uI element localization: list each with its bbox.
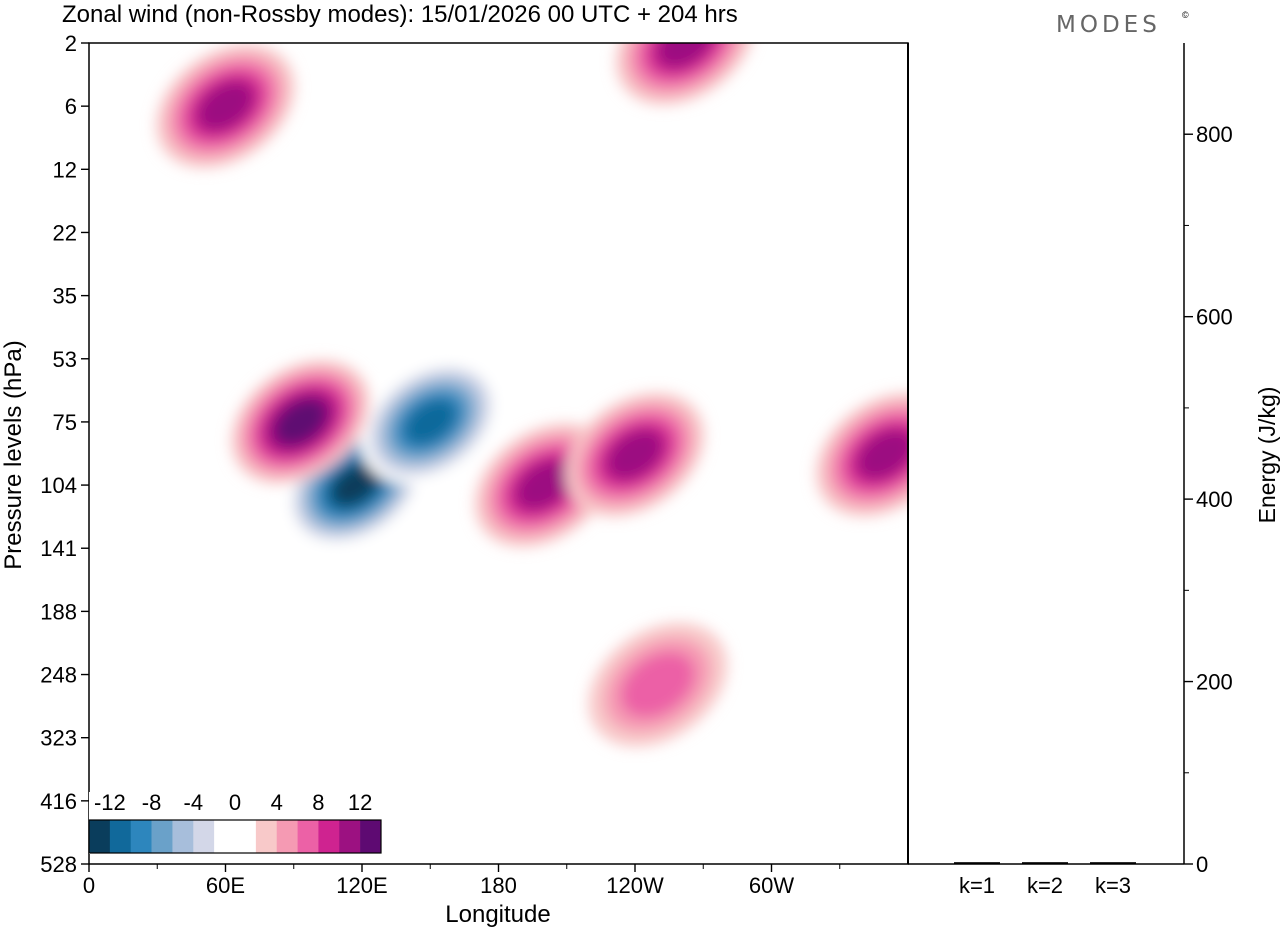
colorbar-swatch xyxy=(89,820,111,853)
y-tick-label: 22 xyxy=(53,220,77,245)
y-tick-label: 528 xyxy=(40,852,77,877)
contour-7-level-5 xyxy=(857,430,908,480)
colorbar-tick-label: -8 xyxy=(142,790,162,815)
y-tick-label: 416 xyxy=(40,789,77,814)
x-tick-label: 120W xyxy=(606,873,664,898)
colorbar-swatch xyxy=(109,820,132,853)
colorbar-frame xyxy=(88,819,382,854)
y-tick-label: 75 xyxy=(53,410,77,435)
y-tick-label: 104 xyxy=(40,473,77,498)
brand-logo: MODES xyxy=(1056,12,1161,38)
y-tick-label: 188 xyxy=(40,599,77,624)
y-tick-label: 12 xyxy=(53,157,77,182)
energy-axis: 0 200 400 600 800 xyxy=(1184,122,1233,877)
x-tick-label: 0 xyxy=(83,873,95,898)
colorbar-tick-label: 0 xyxy=(229,790,241,815)
longitude-axis: 0 60E 120E 180 120W 60W xyxy=(83,864,841,898)
colorbar-swatch xyxy=(318,820,340,853)
colorbar-tick-label: 8 xyxy=(312,790,324,815)
y-tick-label: 53 xyxy=(53,347,77,372)
y-tick-label: 2 xyxy=(65,31,77,56)
y-axis-label: Pressure levels (hPa) xyxy=(0,340,27,569)
colorbar-tick-label: -12 xyxy=(94,790,126,815)
energy-category-label: k=3 xyxy=(1095,873,1131,898)
energy-bar-k=3 xyxy=(1090,862,1136,864)
colorbar-legend: -12 -8 -4 0 4 8 12 xyxy=(88,790,383,854)
colorbar-swatch xyxy=(297,820,319,853)
energy-tick-label: 400 xyxy=(1196,487,1233,512)
contour-4-level-5 xyxy=(607,430,663,480)
energy-bar-k=2 xyxy=(1022,862,1068,864)
colorbar-swatch xyxy=(360,820,382,853)
colorbar-swatch xyxy=(339,820,361,853)
y-tick-label: 6 xyxy=(65,94,77,119)
colorbar-tick-label: -4 xyxy=(184,790,204,815)
colorbar-swatch xyxy=(172,820,194,853)
x-tick-label: 120E xyxy=(336,873,387,898)
energy-axis-label: Energy (J/kg) xyxy=(1254,387,1280,524)
colorbar-swatch xyxy=(235,820,257,853)
colorbar-swatch xyxy=(276,820,298,853)
pressure-axis: 2 6 12 22 35 53 75 104 141 188 248 323 416 528 xyxy=(40,31,89,877)
colorbar-tick-label: 12 xyxy=(348,790,372,815)
contour-2-level-6 xyxy=(275,399,327,445)
energy-tick-label: 0 xyxy=(1196,852,1208,877)
energy-panel xyxy=(908,43,1184,864)
contour-6-level-5 xyxy=(197,81,254,131)
contour-8-level-3 xyxy=(620,652,695,718)
energy-tick-label: 800 xyxy=(1196,122,1233,147)
contour-1-level-6 xyxy=(404,399,456,445)
colorbar-swatch xyxy=(255,820,278,853)
y-tick-label: 141 xyxy=(40,536,77,561)
x-tick-label: 180 xyxy=(480,873,517,898)
contour-field xyxy=(89,43,908,864)
colorbar-tick-label: 4 xyxy=(271,790,283,815)
energy-category-label: k=1 xyxy=(959,873,995,898)
energy-tick-label: 200 xyxy=(1196,670,1233,695)
y-tick-label: 248 xyxy=(40,663,77,688)
energy-tick-label: 600 xyxy=(1196,305,1233,330)
chart-title: Zonal wind (non-Rossby modes): 15/01/202… xyxy=(62,1,738,28)
brand-copyright-mark: © xyxy=(1182,10,1189,20)
y-tick-label: 35 xyxy=(53,284,77,309)
contour-0-level-7 xyxy=(331,464,379,506)
x-axis-label: Longitude xyxy=(445,901,550,928)
energy-bar-k=1 xyxy=(954,862,1000,864)
colorbar-swatch xyxy=(193,820,215,853)
colorbar-swatch xyxy=(214,820,236,853)
energy-category-label: k=2 xyxy=(1027,873,1063,898)
y-tick-label: 323 xyxy=(40,726,77,751)
energy-bars: k=1 k=2 k=3 xyxy=(954,862,1136,898)
x-tick-label: 60E xyxy=(206,873,245,898)
colorbar-swatch xyxy=(151,820,173,853)
x-tick-label: 60W xyxy=(749,873,794,898)
colorbar-swatch xyxy=(130,820,152,853)
contour-3-level-5 xyxy=(516,460,572,510)
